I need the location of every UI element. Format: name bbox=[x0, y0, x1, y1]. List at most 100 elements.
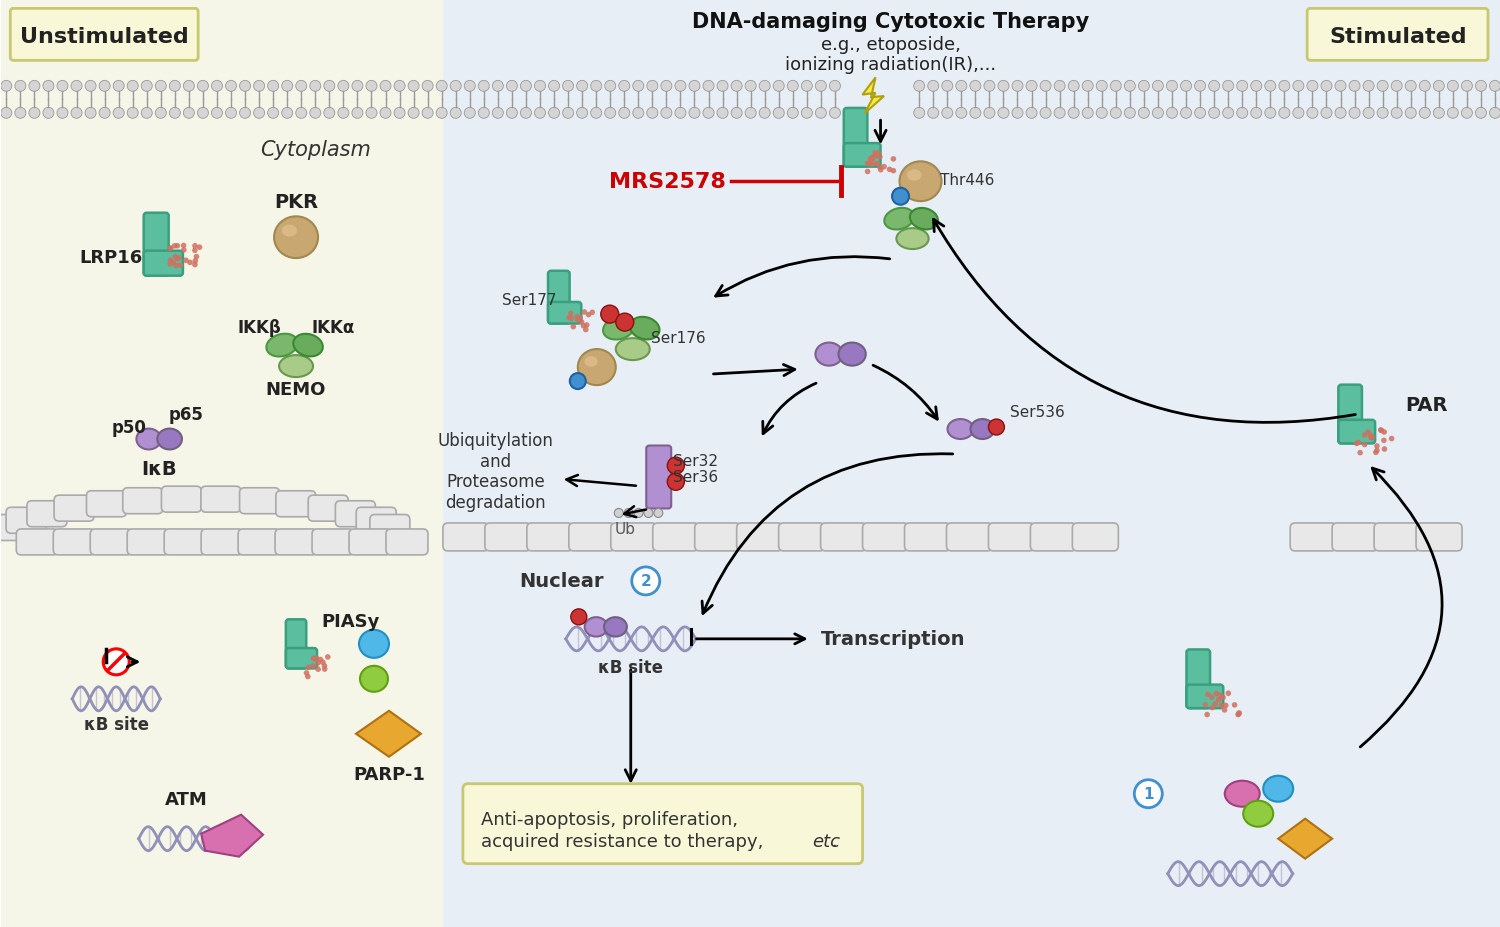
Circle shape bbox=[830, 108, 840, 120]
Circle shape bbox=[1209, 694, 1215, 700]
Circle shape bbox=[1236, 82, 1248, 92]
Circle shape bbox=[520, 108, 531, 120]
FancyBboxPatch shape bbox=[308, 496, 348, 522]
Circle shape bbox=[394, 82, 405, 92]
Text: Transcription: Transcription bbox=[821, 629, 965, 649]
FancyBboxPatch shape bbox=[736, 524, 783, 552]
Circle shape bbox=[1082, 108, 1094, 120]
Circle shape bbox=[1214, 691, 1219, 696]
Text: Ub: Ub bbox=[615, 522, 636, 537]
Circle shape bbox=[876, 151, 880, 157]
Circle shape bbox=[408, 108, 419, 120]
Circle shape bbox=[1013, 82, 1023, 92]
Circle shape bbox=[634, 509, 644, 518]
Circle shape bbox=[534, 108, 546, 120]
Circle shape bbox=[576, 108, 588, 120]
Circle shape bbox=[2, 108, 12, 120]
Circle shape bbox=[570, 324, 576, 330]
Circle shape bbox=[1026, 108, 1036, 120]
Circle shape bbox=[1236, 712, 1240, 717]
Circle shape bbox=[1203, 703, 1208, 708]
Circle shape bbox=[310, 655, 316, 661]
FancyBboxPatch shape bbox=[6, 508, 46, 534]
Circle shape bbox=[1216, 697, 1221, 703]
Circle shape bbox=[1374, 444, 1380, 450]
Polygon shape bbox=[356, 711, 422, 757]
Circle shape bbox=[296, 82, 306, 92]
Circle shape bbox=[321, 664, 327, 669]
Circle shape bbox=[568, 316, 574, 322]
Circle shape bbox=[192, 259, 198, 264]
Circle shape bbox=[1348, 108, 1360, 120]
Circle shape bbox=[141, 82, 152, 92]
Circle shape bbox=[1194, 82, 1206, 92]
Ellipse shape bbox=[1224, 781, 1260, 806]
Circle shape bbox=[870, 158, 874, 163]
Circle shape bbox=[1125, 82, 1136, 92]
Text: Anti-apoptosis, proliferation,: Anti-apoptosis, proliferation, bbox=[482, 810, 738, 828]
Circle shape bbox=[675, 108, 686, 120]
Circle shape bbox=[168, 246, 172, 252]
Circle shape bbox=[156, 108, 166, 120]
Circle shape bbox=[1406, 82, 1416, 92]
Circle shape bbox=[450, 108, 460, 120]
Circle shape bbox=[192, 248, 198, 254]
Circle shape bbox=[254, 82, 264, 92]
Circle shape bbox=[1216, 692, 1222, 698]
Circle shape bbox=[314, 655, 320, 661]
Circle shape bbox=[746, 108, 756, 120]
Circle shape bbox=[436, 82, 447, 92]
Circle shape bbox=[422, 108, 434, 120]
Circle shape bbox=[578, 316, 584, 322]
Text: NEMO: NEMO bbox=[266, 381, 326, 399]
Circle shape bbox=[57, 82, 68, 92]
Text: IκB: IκB bbox=[141, 460, 177, 479]
Circle shape bbox=[604, 82, 615, 92]
Circle shape bbox=[520, 82, 531, 92]
Circle shape bbox=[176, 256, 181, 261]
Circle shape bbox=[1125, 108, 1136, 120]
Circle shape bbox=[956, 82, 968, 92]
Ellipse shape bbox=[279, 356, 314, 377]
Ellipse shape bbox=[578, 349, 616, 386]
Circle shape bbox=[112, 82, 125, 92]
Ellipse shape bbox=[839, 343, 866, 366]
Circle shape bbox=[591, 108, 602, 120]
Circle shape bbox=[303, 670, 309, 676]
Circle shape bbox=[1365, 430, 1371, 436]
Circle shape bbox=[465, 82, 476, 92]
Text: κB site: κB site bbox=[84, 715, 148, 733]
FancyBboxPatch shape bbox=[862, 524, 909, 552]
Circle shape bbox=[870, 156, 874, 161]
Circle shape bbox=[878, 168, 884, 173]
Circle shape bbox=[320, 660, 326, 666]
Circle shape bbox=[254, 108, 264, 120]
Circle shape bbox=[182, 248, 186, 253]
FancyBboxPatch shape bbox=[164, 529, 206, 555]
Circle shape bbox=[1068, 82, 1078, 92]
Circle shape bbox=[168, 247, 174, 252]
Circle shape bbox=[1377, 82, 1388, 92]
Circle shape bbox=[774, 82, 784, 92]
Circle shape bbox=[616, 314, 634, 332]
Circle shape bbox=[1152, 108, 1164, 120]
Circle shape bbox=[549, 82, 560, 92]
Circle shape bbox=[882, 165, 886, 171]
Circle shape bbox=[1180, 82, 1191, 92]
Circle shape bbox=[1068, 108, 1078, 120]
Circle shape bbox=[759, 82, 770, 92]
FancyBboxPatch shape bbox=[144, 213, 168, 276]
Circle shape bbox=[183, 82, 195, 92]
Circle shape bbox=[304, 674, 310, 679]
Circle shape bbox=[1236, 710, 1242, 716]
Polygon shape bbox=[442, 0, 1500, 927]
Ellipse shape bbox=[1263, 776, 1293, 802]
Circle shape bbox=[1264, 82, 1276, 92]
FancyBboxPatch shape bbox=[286, 619, 306, 668]
Circle shape bbox=[1358, 451, 1364, 456]
Circle shape bbox=[86, 82, 96, 92]
Circle shape bbox=[878, 165, 882, 171]
Circle shape bbox=[759, 108, 770, 120]
Circle shape bbox=[1167, 108, 1178, 120]
Circle shape bbox=[668, 458, 684, 475]
